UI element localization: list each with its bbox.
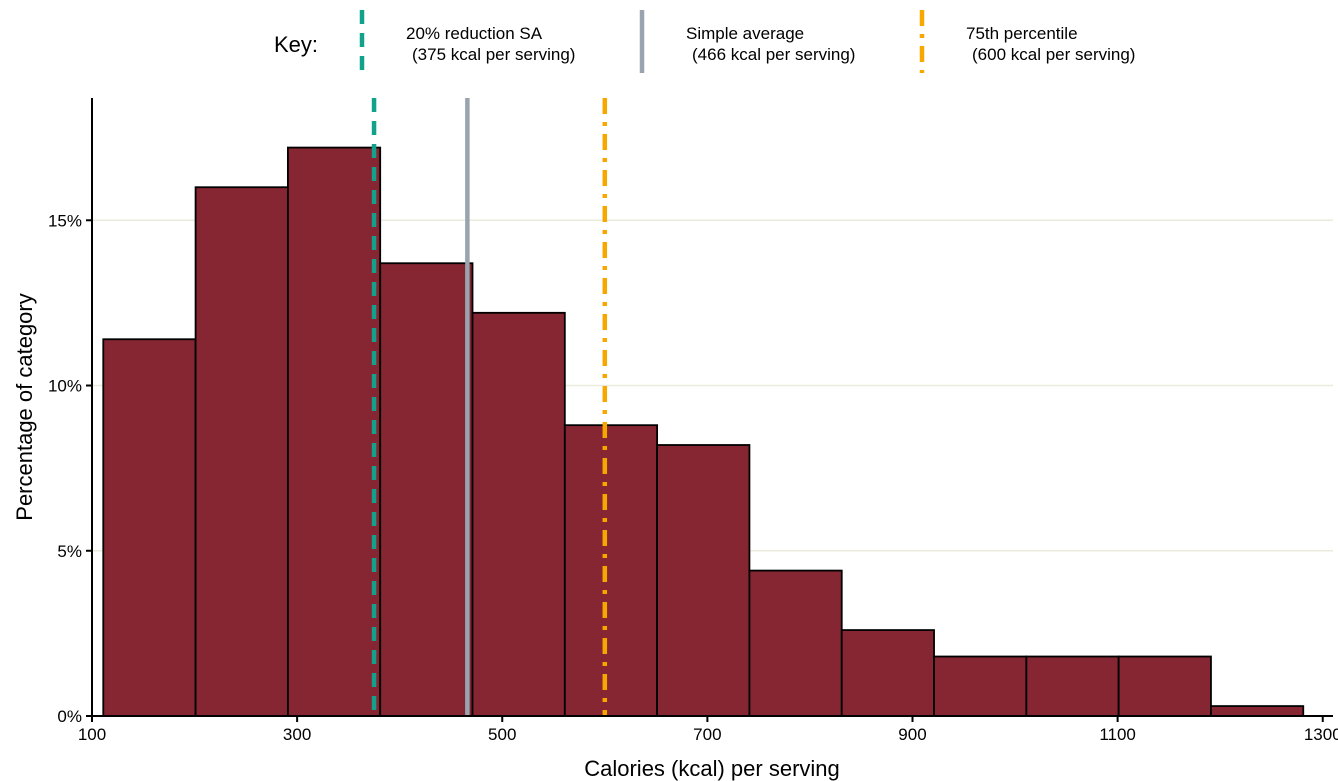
axes: 0% 5% 10% 15% 100 300 500 700 900 1100 1300 [48, 98, 1338, 744]
x-tick-label: 300 [283, 725, 311, 744]
legend-label: 20% reduction SA [406, 24, 543, 43]
x-tick-label: 1300 [1304, 725, 1338, 744]
legend-label: Simple average [686, 24, 804, 43]
histogram-bar [379, 262, 474, 717]
legend-label: 75th percentile [966, 24, 1078, 43]
histogram-bar [1210, 705, 1305, 717]
y-tick-label: 5% [57, 542, 82, 561]
legend: Key: 20% reduction SA (375 kcal per servi… [274, 10, 1135, 73]
legend-label-detail: (375 kcal per serving) [412, 45, 575, 64]
y-tick-label: 15% [48, 211, 82, 230]
histogram-bar [102, 338, 197, 717]
histogram-bar [563, 424, 659, 717]
histogram-bar [840, 629, 935, 717]
reference-lines [371, 98, 608, 716]
y-tick-label: 0% [57, 707, 82, 726]
histogram-bar [286, 146, 382, 717]
histogram-bars [102, 146, 1305, 717]
legend-label-detail: (600 kcal per serving) [972, 45, 1135, 64]
legend-label-detail: (466 kcal per serving) [692, 45, 855, 64]
y-tick-label: 10% [48, 377, 82, 396]
histogram-bar [471, 311, 566, 717]
x-tick-label: 900 [898, 725, 926, 744]
histogram-bar [1117, 655, 1212, 717]
legend-key-title: Key: [274, 32, 318, 57]
x-axis-title: Calories (kcal) per serving [584, 756, 840, 781]
x-tick-label: 500 [488, 725, 516, 744]
histogram-bar [194, 186, 289, 717]
histogram-bar [1025, 655, 1120, 717]
histogram-bar [933, 655, 1028, 717]
y-axis-title: Percentage of category [12, 293, 37, 520]
histogram-bar [748, 569, 843, 717]
histogram-bar [656, 444, 751, 717]
x-tick-label: 700 [693, 725, 721, 744]
x-tick-label: 100 [78, 725, 106, 744]
x-tick-label: 1100 [1099, 725, 1136, 744]
